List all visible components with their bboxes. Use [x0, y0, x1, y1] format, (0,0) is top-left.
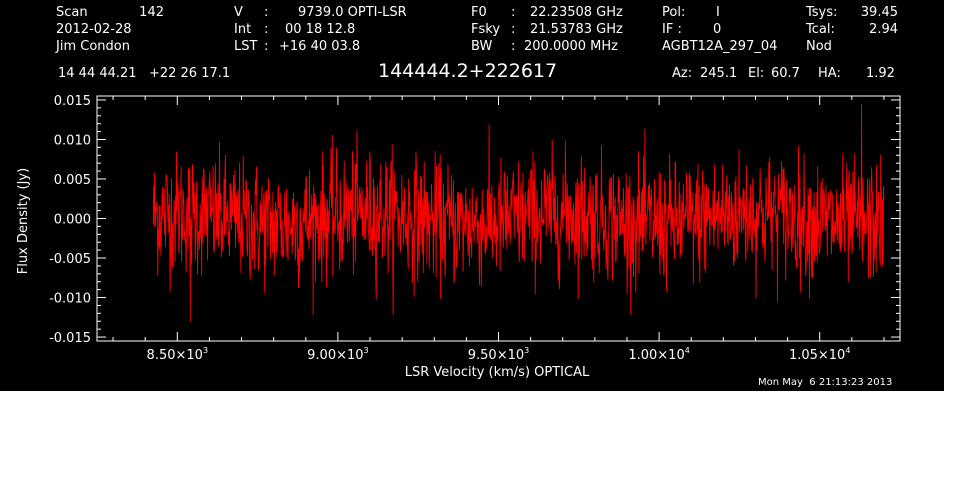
- scan-label: Scan: [56, 5, 88, 20]
- lst-sep: :: [264, 39, 269, 54]
- bandwidth-label: BW: [471, 39, 493, 54]
- x-tick-label: 8.50×103: [147, 346, 208, 363]
- f0-label: F0: [471, 5, 487, 20]
- project-id: AGBT12A_297_04: [662, 39, 778, 54]
- lst-label: LST: [234, 39, 258, 54]
- y-tick-label: 0.010: [54, 133, 91, 148]
- spectrum-series-line: [152, 103, 885, 323]
- x-tick-label: 1.00×104: [628, 346, 689, 363]
- if-label: IF :: [662, 22, 682, 37]
- f0-value: 22.23508 GHz: [530, 5, 623, 20]
- plot-timestamp: Mon May 6 21:13:23 2013: [758, 377, 893, 388]
- y-tick-label: -0.015: [49, 331, 91, 346]
- f0-sep: :: [511, 5, 516, 20]
- tcal-label: Tcal:: [806, 22, 835, 37]
- source-coordinates: 14 44 44.21 +22 26 17.1: [58, 66, 231, 81]
- integration-sep: :: [264, 22, 269, 37]
- if-value: 0: [713, 22, 722, 37]
- azimuth-label: Az:: [672, 66, 693, 81]
- y-tick-label: 0.015: [54, 94, 91, 109]
- scan-value: 142: [139, 5, 164, 20]
- pol-label: Pol:: [662, 5, 686, 20]
- velocity-sep: :: [264, 5, 269, 20]
- tsys-label: Tsys:: [806, 5, 838, 20]
- tcal-value: 2.94: [869, 22, 898, 37]
- fsky-value: 21.53783 GHz: [530, 22, 623, 37]
- hour-angle-value: 1.92: [866, 66, 895, 81]
- lst-value: +16 40 03.8: [279, 39, 361, 54]
- hour-angle-label: HA:: [818, 66, 841, 81]
- source-name: 144444.2+222617: [378, 60, 558, 82]
- velocity-label: V: [234, 5, 243, 20]
- observer-name: Jim Condon: [56, 39, 130, 54]
- x-axis-label: LSR Velocity (km/s) OPTICAL: [405, 365, 590, 380]
- spectrum-trace-layer: [152, 103, 885, 323]
- y-tick-label: 0.000: [54, 213, 91, 228]
- azimuth-value: 245.1: [700, 66, 738, 81]
- y-tick-label: -0.010: [49, 292, 91, 307]
- fsky-label: Fsky: [471, 22, 501, 37]
- y-axis-label: Flux Density (Jy): [16, 168, 31, 274]
- observing-mode: Nod: [806, 39, 832, 54]
- elevation-label: El:: [748, 66, 765, 81]
- fsky-sep: :: [511, 22, 516, 37]
- x-tick-label: 1.10×104: [950, 346, 962, 363]
- bandwidth-sep: :: [511, 39, 516, 54]
- x-tick-label: 1.05×104: [789, 346, 850, 363]
- velocity-value: 9739.0 OPTI-LSR: [298, 5, 407, 20]
- x-tick-label: 9.50×103: [468, 346, 529, 363]
- y-tick-label: 0.005: [54, 173, 91, 188]
- elevation-value: 60.7: [771, 66, 800, 81]
- y-tick-label: -0.005: [49, 252, 91, 267]
- bandwidth-value: 200.0000 MHz: [524, 39, 618, 54]
- x-tick-label: 9.00×103: [307, 346, 368, 363]
- integration-value: 00 18 12.8: [285, 22, 356, 37]
- obs-date: 2012-02-28: [56, 22, 132, 37]
- tsys-value: 39.45: [860, 5, 898, 20]
- axes-layer: 8.50×103 9.00×103 9.50×103 1.00×104 1.05×104…: [49, 94, 962, 363]
- pol-value: I: [716, 5, 720, 20]
- integration-label: Int: [234, 22, 252, 37]
